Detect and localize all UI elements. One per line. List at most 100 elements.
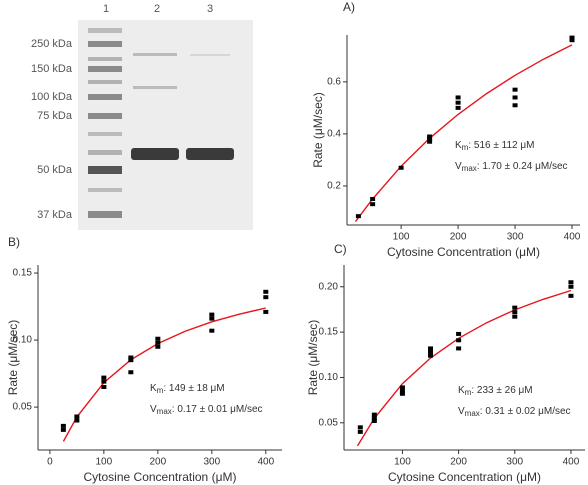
data-point: [128, 370, 134, 375]
x-tick-label: 100: [96, 457, 113, 468]
marker-label: 50 kDa: [37, 164, 73, 176]
data-point: [428, 353, 434, 358]
lane-label: 1: [103, 3, 109, 15]
y-tick-label: 0.05: [319, 417, 339, 428]
marker-label: 150 kDa: [31, 63, 73, 75]
data-point: [399, 385, 405, 390]
annotation-text: : 516 ± 112 μM: [468, 140, 534, 151]
annotation: Vmax: 1.70 ± 0.24 μM/sec: [455, 161, 568, 173]
y-axis-label: Rate (μM/sec): [6, 320, 20, 396]
data-point: [568, 284, 574, 289]
gel-panel: 1 2 3 250 kDa 150 kDa 100 kDa 75 kDa 50 …: [31, 3, 253, 230]
y-tick-label: 0.05: [13, 402, 33, 413]
marker-label: 37 kDa: [37, 209, 73, 221]
panel-label: A): [343, 0, 355, 14]
fit-curve: [62, 307, 266, 442]
x-tick-label: 400: [257, 457, 274, 468]
y-tick-label: 0.15: [13, 268, 33, 279]
data-point: [427, 137, 433, 142]
data-point: [456, 338, 462, 343]
panel-label: C): [334, 242, 347, 256]
gel-image: [78, 20, 253, 230]
panel-label: B): [8, 235, 20, 249]
data-point: [455, 95, 461, 100]
data-point: [568, 293, 574, 298]
data-point: [427, 139, 433, 144]
data-point: [74, 418, 80, 423]
x-tick-label: 300: [507, 232, 524, 243]
annotation-symbol: V: [455, 161, 462, 172]
x-tick-label: 0: [47, 457, 53, 468]
data-point: [101, 379, 107, 384]
annotation-symbol: K: [150, 383, 157, 394]
data-point: [370, 202, 376, 207]
data-point: [209, 312, 215, 317]
x-tick-label: 300: [506, 457, 523, 468]
annotation-subscript: max: [462, 164, 477, 173]
x-tick-label: 100: [394, 457, 411, 468]
marker-lane: [88, 28, 122, 218]
annotation: Km: 233 ± 26 μM: [458, 385, 533, 397]
y-axis-label: Rate (μM/sec): [311, 92, 325, 168]
data-point: [512, 310, 518, 315]
data-point: [512, 87, 518, 92]
data-point: [427, 134, 433, 139]
data-point: [512, 95, 518, 100]
data-point: [568, 280, 574, 285]
x-tick-label: 300: [203, 457, 220, 468]
data-point: [155, 336, 161, 341]
data-point: [101, 375, 107, 380]
x-tick-label: 200: [149, 457, 166, 468]
sample-lanes: [131, 53, 234, 160]
annotation-symbol: V: [458, 406, 465, 417]
annotation-text: : 233 ± 26 μM: [471, 385, 532, 396]
x-tick-label: 200: [450, 232, 467, 243]
annotation-symbol: K: [458, 385, 465, 396]
data-point: [455, 105, 461, 110]
data-point: [371, 412, 377, 417]
data-point: [60, 427, 66, 432]
data-point: [398, 165, 404, 170]
annotation-subscript: m: [462, 143, 469, 152]
data-point: [428, 350, 434, 355]
data-point: [263, 289, 269, 294]
annotation-text: : 149 ± 18 μM: [163, 383, 224, 394]
lane-label: 3: [207, 3, 213, 15]
data-point: [512, 305, 518, 310]
marker-label: 75 kDa: [37, 110, 73, 122]
data-point: [209, 316, 215, 321]
y-axis-label: Rate (μM/sec): [306, 320, 320, 396]
annotation-text: : 0.17 ± 0.01 μM/sec: [172, 404, 263, 415]
annotation-symbol: K: [455, 140, 462, 151]
data-point: [569, 38, 575, 43]
y-tick-label: 0.10: [319, 372, 339, 383]
annotation: Vmax: 0.31 ± 0.02 μM/sec: [458, 406, 571, 418]
y-tick-label: 0.15: [319, 327, 339, 338]
data-point: [263, 309, 269, 314]
data-point: [428, 346, 434, 351]
x-tick-label: 100: [393, 232, 410, 243]
y-tick-label: 0.4: [327, 129, 341, 140]
fit-curve: [356, 289, 572, 447]
data-point: [155, 344, 161, 349]
data-point: [74, 414, 80, 419]
data-point: [355, 214, 361, 219]
x-tick-label: 200: [450, 457, 467, 468]
annotation: Vmax: 0.17 ± 0.01 μM/sec: [150, 404, 263, 416]
x-tick-label: 400: [564, 232, 581, 243]
y-tick-label: 0.6: [327, 76, 341, 87]
data-point: [101, 384, 107, 389]
y-tick-label: 0.10: [13, 335, 33, 346]
data-point: [263, 295, 269, 300]
data-point: [399, 391, 405, 396]
annotation-subscript: max: [465, 409, 480, 418]
marker-label: 100 kDa: [31, 91, 73, 103]
x-axis-label: Cytosine Concentration (μM): [84, 470, 237, 484]
y-tick-label: 0.2: [327, 181, 341, 192]
data-point: [60, 423, 66, 428]
data-point: [371, 416, 377, 421]
annotation-subscript: m: [157, 386, 164, 395]
annotation-text: : 1.70 ± 0.24 μM/sec: [477, 161, 568, 172]
data-point: [155, 340, 161, 345]
